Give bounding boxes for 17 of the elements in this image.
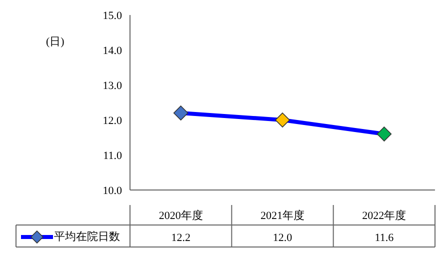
- x-tick-label: 2022年度: [362, 209, 406, 222]
- y-axis-title: (日): [46, 36, 65, 48]
- y-tick-label: 14.0: [102, 44, 122, 57]
- x-tick-label: 2020年度: [158, 209, 203, 222]
- y-tick-label: 15.0: [102, 10, 122, 22]
- point: [173, 106, 188, 120]
- data-label: 12.0: [272, 232, 293, 244]
- data-label: 11.6: [374, 232, 394, 244]
- y-tick-label: 10.0: [102, 184, 122, 197]
- y-tick-label: 11.0: [103, 150, 122, 162]
- legend-label: 平均在院日数: [54, 230, 120, 244]
- point: [275, 112, 290, 128]
- y-tick-label: 12.0: [102, 114, 122, 127]
- data-label: 12.2: [171, 232, 190, 244]
- x-tick-label: 2021年度: [260, 209, 304, 222]
- y-tick-label: 13.0: [102, 80, 122, 92]
- point: [376, 126, 392, 142]
